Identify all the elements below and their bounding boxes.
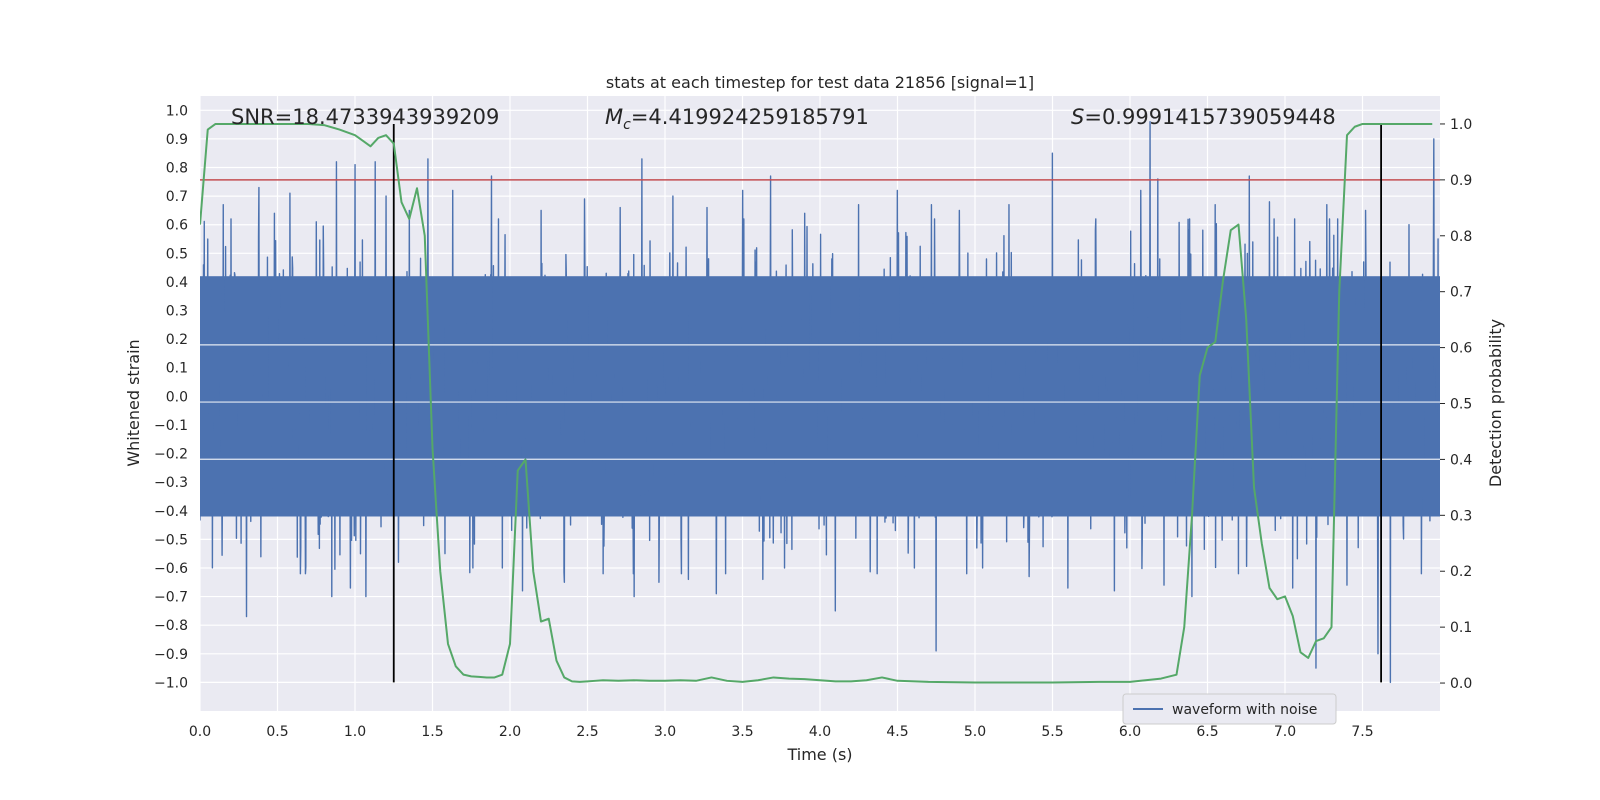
chirp-mass-symbol: M [605,105,623,129]
probability-line-0 [200,122,1433,684]
waveform-line [200,121,1440,684]
y-left-tick-label-19: 0.9 [166,132,188,148]
x-axis-label: Time (s) [786,745,852,764]
snr-annotation: SNR=18.4733943939209 [231,105,499,129]
y-right-tick-label-3: 0.3 [1450,508,1472,524]
chirp-mass-annotation: Mc=4.419924259185791 [605,105,869,133]
x-tick-label-14: 7.0 [1274,724,1296,740]
chirp-mass-value: =4.419924259185791 [631,105,869,129]
y-left-tick-label-11: 0.1 [166,361,188,377]
x-tick-label-7: 3.5 [731,724,753,740]
x-tick-label-10: 5.0 [964,724,986,740]
x-tick-label-1: 0.5 [266,724,288,740]
waveform-series [200,121,1440,684]
x-tick-label-8: 4.0 [809,724,831,740]
y-left-tick-label-6: −0.4 [154,504,188,520]
y-left-tick-label-0: −1.0 [154,675,188,691]
x-tick-label-6: 3.0 [654,724,676,740]
x-tick-label-0: 0.0 [189,724,211,740]
y-left-tick-label-17: 0.7 [166,189,188,205]
y-left-tick-label-8: −0.2 [154,447,188,463]
x-tick-label-4: 2.0 [499,724,521,740]
y-left-tick-label-13: 0.3 [166,304,188,320]
y-right-tick-label-1: 0.1 [1450,620,1472,636]
y-left-tick-label-20: 1.0 [166,103,188,119]
y-axis-right-label: Detection probability [1486,319,1505,487]
score-value: =0.9991415739059448 [1084,105,1335,129]
y-right-tick-label-9: 0.9 [1450,173,1472,189]
score-symbol: S [1071,105,1084,129]
y-axis-left-ticks: −1.0 −0.9 −0.8 −0.7 −0.6 −0.5 −0.4 −0.3 −0.2 −0.1… [154,103,188,691]
y-left-tick-label-9: −0.1 [154,418,188,434]
legend: waveform with noise [1122,693,1337,725]
y-left-tick-label-10: 0.0 [166,389,188,405]
x-tick-label-12: 6.0 [1119,724,1141,740]
legend-box [1122,693,1337,725]
y-left-tick-label-7: −0.3 [154,475,188,491]
score-annotation: S=0.9991415739059448 [1071,105,1336,129]
chart-title: stats at each timestep for test data 218… [606,73,1034,92]
y-left-tick-label-12: 0.2 [166,332,188,348]
x-tick-label-13: 6.5 [1196,724,1218,740]
y-left-tick-label-15: 0.5 [166,246,188,262]
y-left-tick-label-14: 0.4 [166,275,188,291]
y-left-tick-label-3: −0.7 [154,590,188,606]
y-axis-left-label: Whitened strain [124,339,143,466]
reference-lines [200,123,1440,683]
x-tick-label-3: 1.5 [421,724,443,740]
x-tick-label-5: 2.5 [576,724,598,740]
y-left-tick-label-2: −0.8 [154,618,188,634]
y-axis-right-ticks: 0.0 0.1 0.2 0.3 0.4 0.5 0.6 0.7 0.8 0.9 1.0 [1440,117,1472,692]
x-tick-label-15: 7.5 [1351,724,1373,740]
chirp-mass-subscript: c [623,117,631,133]
y-right-tick-label-6: 0.6 [1450,341,1472,357]
legend-label: waveform with noise [1172,702,1317,718]
x-tick-label-9: 4.5 [886,724,908,740]
y-right-tick-label-10: 1.0 [1450,117,1472,133]
y-right-tick-label-2: 0.2 [1450,564,1472,580]
y-right-tick-label-7: 0.7 [1450,285,1472,301]
y-right-tick-label-0: 0.0 [1450,676,1472,692]
y-right-tick-label-8: 0.8 [1450,229,1472,245]
x-tick-label-11: 5.5 [1041,724,1063,740]
y-left-tick-label-5: −0.5 [154,532,188,548]
x-tick-label-2: 1.0 [344,724,366,740]
probability-series [200,122,1433,684]
x-axis-ticks: 0.0 0.5 1.0 1.5 2.0 2.5 3.0 3.5 4.0 4.5 5.0 5.5 6.0 6… [189,724,1374,740]
y-left-tick-label-16: 0.6 [166,218,188,234]
y-right-tick-label-4: 0.4 [1450,452,1472,468]
y-left-tick-label-4: −0.6 [154,561,188,577]
y-right-tick-label-5: 0.5 [1450,397,1472,413]
y-left-tick-label-1: −0.9 [154,647,188,663]
y-left-tick-label-18: 0.8 [166,161,188,177]
